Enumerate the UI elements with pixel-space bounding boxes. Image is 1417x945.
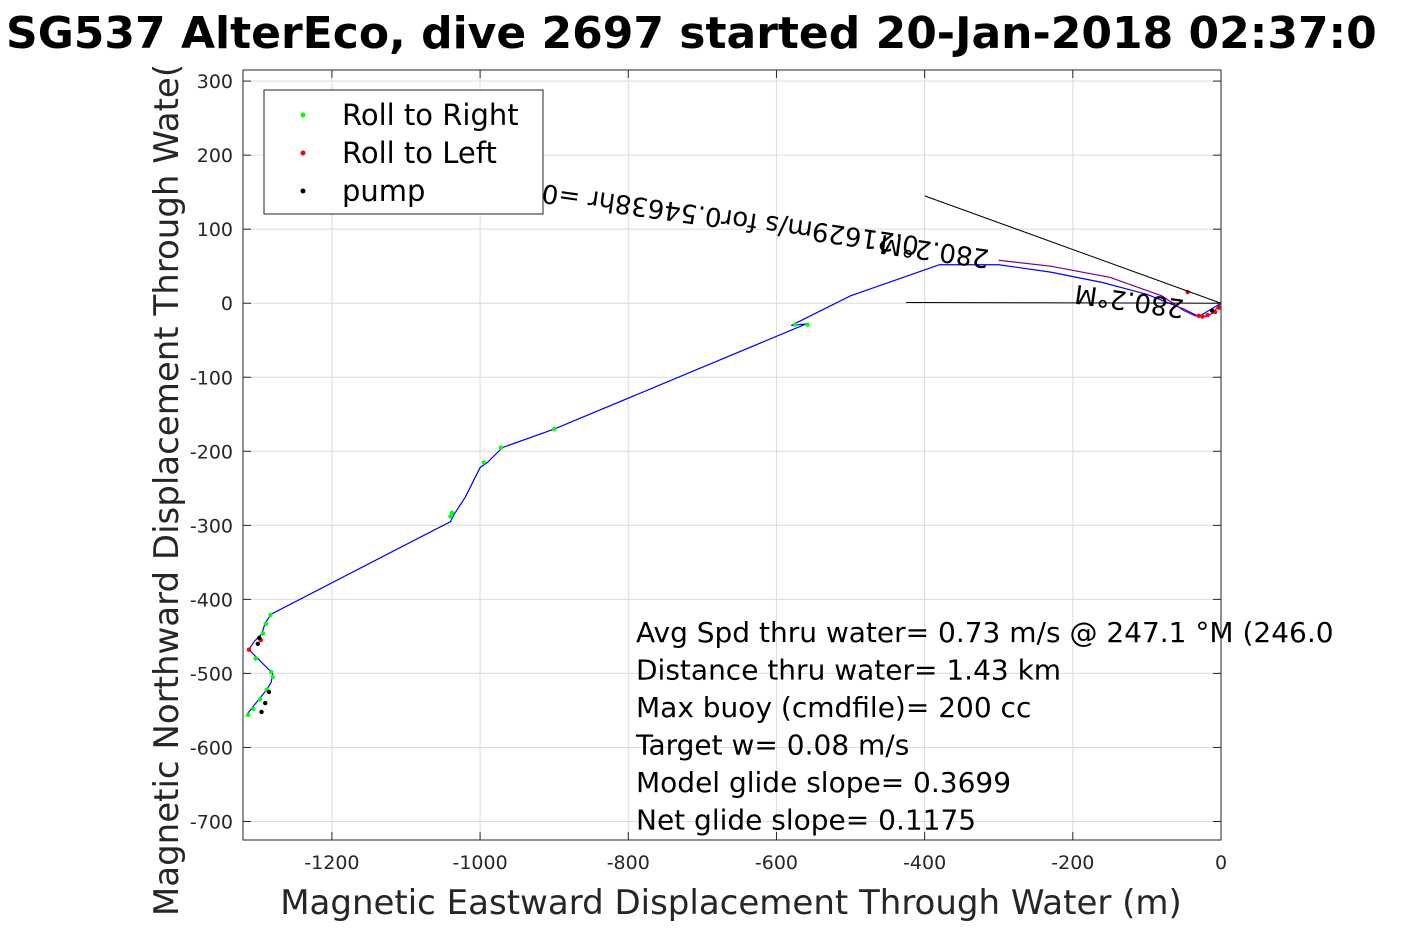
stat-line: Distance thru water= 1.43 km [636, 654, 1061, 687]
roll-right-marker [449, 510, 455, 515]
roll-right-marker [253, 656, 258, 661]
stats-text-block: Avg Spd thru water= 0.73 m/s @ 247.1 °M … [635, 616, 1334, 837]
roll-right-marker [481, 460, 486, 465]
roll-left-marker [1205, 312, 1210, 318]
roll-right-marker [257, 697, 263, 702]
roll-left-marker [1216, 305, 1221, 310]
y-tick-label: -300 [190, 515, 233, 537]
legend-marker [300, 150, 306, 156]
legend: Roll to Right Roll to Left pump [263, 89, 544, 215]
y-tick-label: -700 [190, 811, 233, 833]
pump-marker [257, 635, 262, 641]
roll-right-marker [551, 426, 557, 432]
pump-marker [1209, 308, 1215, 313]
x-tick-label: -200 [1051, 852, 1094, 874]
y-tick-label: 100 [197, 219, 233, 241]
x-tick-label: -400 [903, 852, 946, 874]
roll-right-marker [260, 631, 266, 636]
x-tick-label: 0 [1215, 852, 1227, 874]
grid [243, 70, 1222, 840]
roll-right-marker [245, 712, 251, 718]
stat-line: Net glide slope= 0.1175 [636, 804, 976, 837]
roll-left-marker [246, 647, 252, 652]
axis-ticks: -1200 -1000 -800 -600 -400 -200 0 300 200 100 0 -10… [190, 70, 1227, 874]
legend-box [263, 89, 544, 215]
y-tick-label: -500 [190, 663, 233, 685]
roll-right-marker [498, 445, 504, 450]
stat-line: Max buoy (cmdfile)= 200 cc [636, 691, 1031, 724]
plot-markers [245, 289, 1221, 718]
roll-right-marker [448, 514, 453, 519]
x-axis-label: Magnetic Eastward Displacement Through W… [280, 883, 1182, 923]
pump-marker [259, 709, 264, 715]
legend-marker [300, 112, 306, 118]
roll-left-marker [1196, 313, 1201, 319]
roll-right-marker [270, 674, 275, 680]
y-tick-label: 200 [197, 145, 233, 167]
x-tick-label: -1200 [304, 852, 359, 874]
x-tick-label: -1000 [452, 852, 507, 874]
legend-label: pump [342, 174, 425, 208]
stat-line: Target w= 0.08 m/s [635, 729, 909, 762]
chart-title: SG537 AlterEco, dive 2697 started 20-Jan… [6, 8, 1377, 59]
legend-marker [300, 188, 306, 194]
y-tick-label: -100 [190, 367, 233, 389]
axes-box [242, 69, 1222, 841]
current-vector-line [906, 301, 1222, 304]
current-annotation-label: 280.2°M [878, 228, 991, 273]
stat-line: Model glide slope= 0.3699 [636, 766, 1011, 799]
y-tick-label: -600 [190, 737, 233, 759]
roll-right-marker [268, 669, 274, 675]
pump-marker [255, 641, 261, 646]
pump-marker [266, 689, 272, 695]
current-vector-line [924, 195, 1222, 304]
legend-label: Roll to Right [342, 98, 519, 132]
roll-right-marker [792, 322, 798, 327]
roll-left-marker [1200, 314, 1205, 319]
roll-right-marker [268, 612, 273, 618]
y-tick-label: -400 [190, 589, 233, 611]
y-tick-label: 0 [221, 293, 233, 315]
roll-right-marker [251, 706, 256, 712]
x-tick-label: -600 [755, 852, 798, 874]
x-tick-label: -800 [607, 852, 650, 874]
pump-marker [263, 700, 268, 706]
y-tick-label: -200 [190, 441, 233, 463]
roll-right-marker [805, 322, 810, 327]
y-axis-label: Magnetic Northward Displacement Through … [147, 64, 187, 916]
roll-right-marker [263, 621, 269, 627]
stat-line: Avg Spd thru water= 0.73 m/s @ 247.1 °M … [636, 616, 1334, 649]
legend-label: Roll to Left [342, 136, 497, 170]
y-tick-label: 300 [197, 71, 233, 93]
